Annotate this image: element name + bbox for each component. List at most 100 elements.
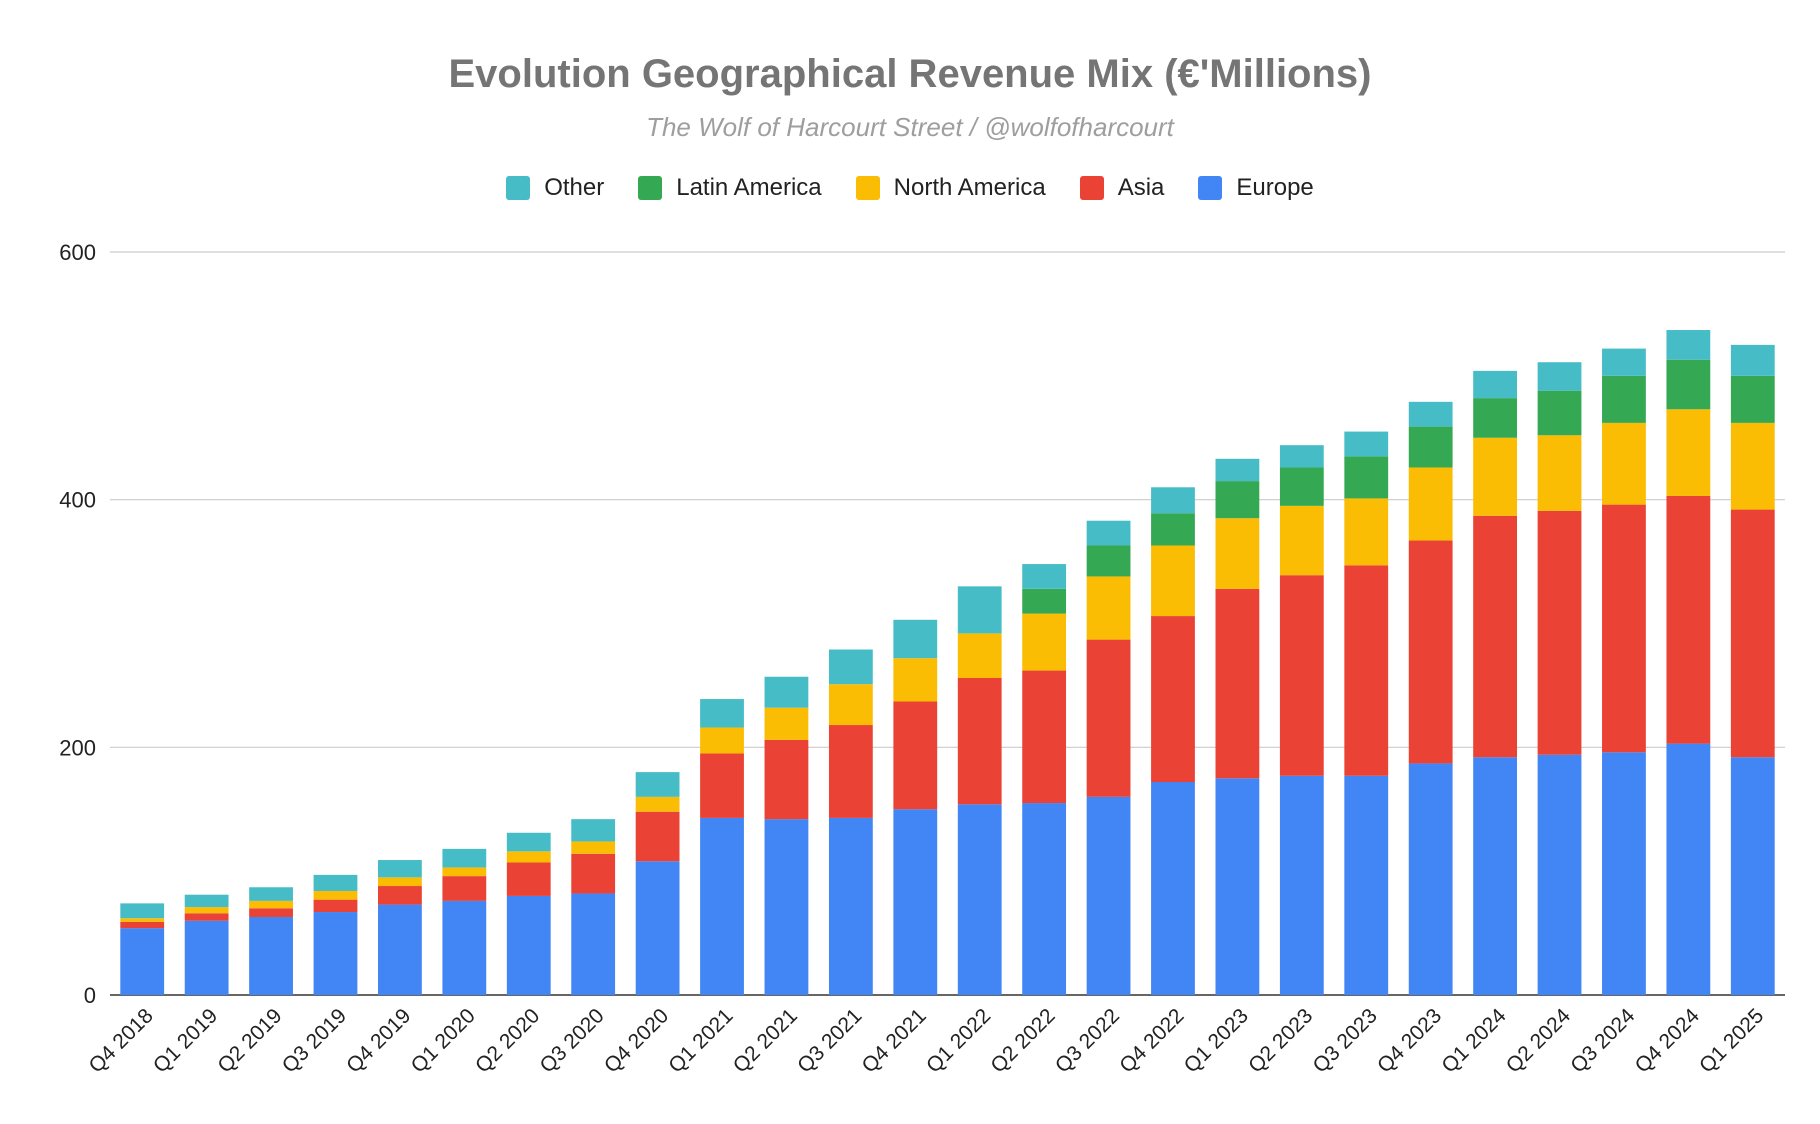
y-axis-ticks: 0 200 400 600 bbox=[59, 240, 96, 1008]
bar-latin-america-q3-2024 bbox=[1602, 375, 1646, 423]
bar-asia-q1-2024 bbox=[1473, 515, 1517, 758]
bar-north-america-q3-2024 bbox=[1602, 422, 1646, 505]
bar-other-q2-2020 bbox=[506, 832, 551, 852]
bar-europe-q1-2021 bbox=[700, 817, 744, 995]
bar-north-america-q4-2020 bbox=[635, 796, 680, 812]
bar-europe-q2-2020 bbox=[506, 895, 551, 995]
bar-europe-q4-2022 bbox=[1151, 782, 1195, 995]
bar-europe-q2-2024 bbox=[1537, 754, 1582, 995]
x-tick-label: Q1 2020 bbox=[407, 1004, 480, 1077]
x-tick-label: Q3 2022 bbox=[1051, 1004, 1124, 1077]
bar-north-america-q4-2022 bbox=[1151, 545, 1195, 617]
bar-other-q1-2024 bbox=[1473, 370, 1517, 399]
bar-latin-america-q4-2024 bbox=[1666, 359, 1711, 410]
bar-asia-q4-2021 bbox=[893, 701, 938, 810]
bar-asia-q2-2024 bbox=[1537, 510, 1582, 755]
x-tick-label: Q4 2022 bbox=[1115, 1004, 1188, 1077]
bar-asia-q2-2022 bbox=[1022, 670, 1067, 804]
bar-latin-america-q3-2022 bbox=[1086, 545, 1131, 577]
bar-latin-america-q4-2022 bbox=[1151, 513, 1195, 546]
bar-north-america-q1-2020 bbox=[442, 867, 487, 877]
bar-europe-q2-2023 bbox=[1279, 775, 1324, 995]
bars bbox=[120, 330, 1775, 995]
bar-asia-q3-2024 bbox=[1602, 504, 1646, 753]
legend-swatch-europe bbox=[1198, 176, 1223, 200]
bar-asia-q1-2020 bbox=[442, 876, 487, 901]
bar-north-america-q3-2019 bbox=[313, 890, 358, 900]
bar-other-q2-2022 bbox=[1022, 564, 1067, 589]
x-tick-label: Q3 2024 bbox=[1566, 1004, 1639, 1077]
x-tick-label: Q4 2020 bbox=[600, 1004, 673, 1077]
legend-swatch-asia bbox=[1079, 176, 1104, 200]
x-tick-label: Q2 2023 bbox=[1244, 1004, 1317, 1077]
bar-asia-q1-2022 bbox=[957, 677, 1002, 805]
bar-other-q3-2022 bbox=[1086, 520, 1131, 546]
x-tick-label: Q2 2020 bbox=[471, 1004, 544, 1077]
bar-north-america-q1-2021 bbox=[700, 727, 744, 754]
bar-latin-america-q2-2024 bbox=[1537, 390, 1582, 436]
bar-other-q1-2021 bbox=[700, 699, 744, 728]
x-tick-label: Q3 2020 bbox=[535, 1004, 608, 1077]
bar-other-q2-2021 bbox=[764, 676, 809, 708]
bar-asia-q3-2020 bbox=[571, 853, 616, 894]
bar-north-america-q2-2022 bbox=[1022, 613, 1067, 671]
bar-latin-america-q1-2024 bbox=[1473, 398, 1517, 438]
x-tick-label: Q1 2023 bbox=[1180, 1004, 1253, 1077]
chart-title: Evolution Geographical Revenue Mix (€'Mi… bbox=[448, 52, 1372, 96]
bar-asia-q1-2019 bbox=[184, 913, 229, 921]
bar-other-q2-2024 bbox=[1537, 362, 1582, 391]
bar-north-america-q2-2019 bbox=[249, 900, 293, 909]
legend-label-north-america: North America bbox=[893, 174, 1046, 201]
bar-europe-q1-2019 bbox=[184, 920, 229, 995]
bar-europe-q4-2020 bbox=[635, 861, 680, 995]
bar-other-q1-2025 bbox=[1730, 344, 1775, 376]
bar-asia-q2-2023 bbox=[1279, 575, 1324, 776]
legend-label-other: Other bbox=[544, 174, 605, 201]
bar-asia-q4-2023 bbox=[1408, 540, 1453, 764]
chart-subtitle: The Wolf of Harcourt Street / @wolfofhar… bbox=[646, 112, 1174, 142]
bar-asia-q4-2020 bbox=[635, 811, 680, 862]
bar-asia-q4-2018 bbox=[120, 921, 165, 929]
legend-label-asia: Asia bbox=[1117, 174, 1165, 201]
bar-other-q1-2022 bbox=[957, 586, 1002, 634]
x-tick-label: Q3 2019 bbox=[278, 1004, 351, 1077]
bar-europe-q2-2019 bbox=[249, 916, 293, 995]
bar-other-q4-2020 bbox=[635, 772, 680, 797]
bar-north-america-q1-2025 bbox=[1730, 422, 1775, 510]
bar-north-america-q4-2023 bbox=[1408, 467, 1453, 541]
bar-other-q1-2019 bbox=[184, 894, 229, 908]
bar-europe-q2-2021 bbox=[764, 819, 809, 995]
bar-europe-q3-2019 bbox=[313, 912, 358, 995]
bar-asia-q4-2019 bbox=[378, 886, 422, 905]
gridlines bbox=[110, 251, 1785, 996]
legend-swatch-north-america bbox=[855, 176, 880, 200]
bar-asia-q4-2022 bbox=[1151, 616, 1195, 783]
bar-other-q3-2024 bbox=[1602, 348, 1646, 376]
bar-latin-america-q2-2022 bbox=[1022, 588, 1067, 614]
bar-europe-q4-2021 bbox=[893, 809, 938, 995]
bar-north-america-q4-2024 bbox=[1666, 409, 1711, 496]
bar-north-america-q2-2020 bbox=[506, 851, 551, 863]
bar-other-q4-2024 bbox=[1666, 330, 1711, 360]
bar-north-america-q2-2021 bbox=[764, 707, 809, 740]
bar-north-america-q3-2020 bbox=[571, 841, 616, 854]
bar-north-america-q4-2021 bbox=[893, 658, 938, 702]
legend-label-latin-america: Latin America bbox=[676, 174, 822, 201]
bar-asia-q3-2019 bbox=[313, 899, 358, 913]
x-tick-label: Q1 2024 bbox=[1437, 1004, 1510, 1077]
bar-north-america-q1-2019 bbox=[184, 907, 229, 914]
legend-item-europe: Europe bbox=[1198, 174, 1314, 202]
bar-asia-q4-2024 bbox=[1666, 495, 1711, 744]
bar-europe-q4-2024 bbox=[1666, 743, 1711, 995]
bar-europe-q4-2019 bbox=[378, 904, 422, 995]
bar-asia-q2-2019 bbox=[249, 908, 293, 917]
y-tick-label: 200 bbox=[59, 735, 96, 760]
x-tick-label: Q4 2019 bbox=[342, 1004, 415, 1077]
bar-north-america-q1-2024 bbox=[1473, 437, 1517, 516]
bar-asia-q2-2021 bbox=[764, 739, 809, 820]
bar-north-america-q1-2022 bbox=[957, 633, 1002, 678]
x-tick-label: Q1 2025 bbox=[1695, 1004, 1768, 1077]
x-tick-label: Q3 2023 bbox=[1309, 1004, 1382, 1077]
bar-asia-q3-2021 bbox=[828, 725, 873, 818]
bar-north-america-q3-2021 bbox=[828, 684, 873, 726]
